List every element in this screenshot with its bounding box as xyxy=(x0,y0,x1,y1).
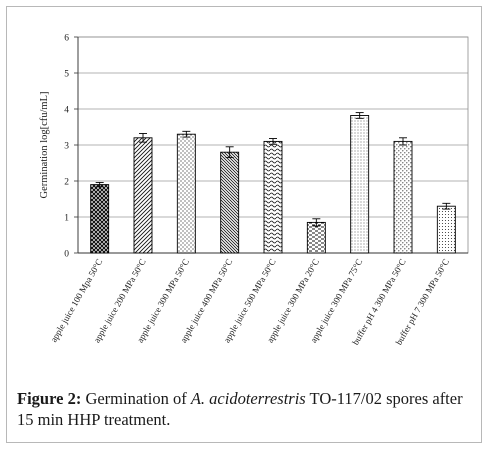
y-tick-label: 1 xyxy=(64,214,69,224)
bar xyxy=(350,115,370,254)
bars xyxy=(90,112,456,254)
bar xyxy=(436,205,456,254)
y-tick-label: 4 xyxy=(64,106,69,116)
caption-text-after: TO-117/02 spores after 15 min HHP treatm… xyxy=(17,389,463,429)
bar xyxy=(176,133,196,254)
bar xyxy=(90,184,110,254)
caption-text-before: Germination of xyxy=(81,389,191,408)
bar xyxy=(263,140,283,254)
bar xyxy=(220,151,240,254)
y-tick-label: 2 xyxy=(64,178,69,188)
bar xyxy=(306,221,326,254)
y-axis-label: Germination log[cfu/mL] xyxy=(39,91,50,198)
bar xyxy=(393,140,413,254)
y-tick-label: 6 xyxy=(64,34,69,44)
bar xyxy=(133,137,153,254)
y-tick-label: 3 xyxy=(64,142,69,152)
figure-caption: Figure 2: Germination of A. acidoterrest… xyxy=(17,388,477,430)
y-tick-label: 0 xyxy=(64,250,69,260)
y-tick-label: 5 xyxy=(64,70,69,80)
caption-label: Figure 2: xyxy=(17,389,82,408)
caption-species: A. acidoterrestris xyxy=(190,389,306,408)
